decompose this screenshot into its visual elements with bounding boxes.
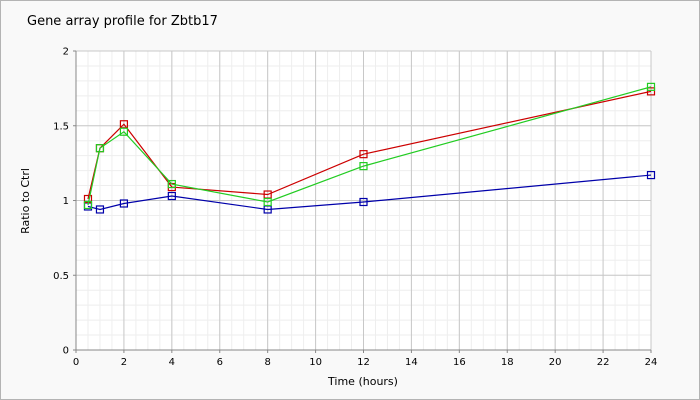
y-tick-label: 2 xyxy=(63,47,69,58)
data-point-marker xyxy=(359,150,368,159)
data-point-marker xyxy=(646,87,656,96)
x-axis-label: Time (hours) xyxy=(327,375,398,388)
chart-title: Gene array profile for Zbtb17 xyxy=(27,14,218,29)
data-point-marker xyxy=(646,82,656,91)
data-point-marker xyxy=(119,127,129,136)
data-point-marker xyxy=(167,191,176,201)
x-tick-label: 18 xyxy=(501,357,514,368)
x-tick-label: 16 xyxy=(453,357,466,368)
data-point-marker xyxy=(95,205,105,214)
y-tick-label: 0.5 xyxy=(53,271,69,282)
x-tick-label: 6 xyxy=(217,357,223,368)
x-tick-label: 0 xyxy=(73,357,79,368)
data-point-marker xyxy=(167,179,176,189)
series-line xyxy=(87,174,652,211)
series-1 xyxy=(83,170,656,214)
x-tick-label: 4 xyxy=(169,357,175,368)
y-tick-label: 1 xyxy=(63,196,69,207)
x-tick-label: 24 xyxy=(645,357,658,368)
x-tick-label: 12 xyxy=(357,357,370,368)
x-tick-label: 22 xyxy=(597,357,610,368)
y-tick-label: 1.5 xyxy=(53,121,69,132)
series-line xyxy=(87,86,652,206)
x-tick-label: 20 xyxy=(549,357,562,368)
data-point-marker xyxy=(83,200,93,210)
data-point-marker xyxy=(263,197,272,207)
data-point-marker xyxy=(359,197,368,207)
data-point-marker xyxy=(359,162,368,171)
x-tick-label: 10 xyxy=(309,357,322,368)
data-point-marker xyxy=(646,170,656,180)
y-axis-label: Ratio to Ctrl xyxy=(19,168,32,234)
data-point-marker xyxy=(119,199,129,208)
series-3 xyxy=(83,82,656,210)
x-tick-label: 2 xyxy=(121,357,127,368)
x-tick-label: 14 xyxy=(405,357,418,368)
series-group xyxy=(83,82,656,214)
x-tick-label: 8 xyxy=(264,357,270,368)
y-tick-label: 0 xyxy=(63,346,69,357)
data-point-marker xyxy=(95,144,105,153)
